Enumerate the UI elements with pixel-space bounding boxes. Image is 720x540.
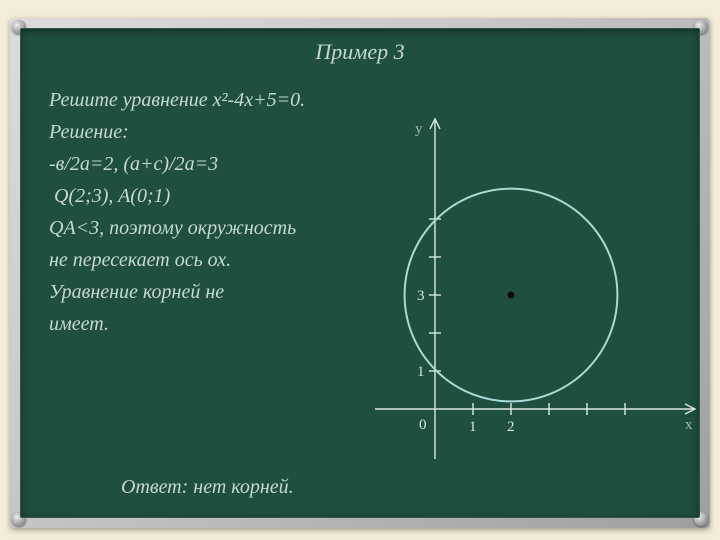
coordinate-chart: 1 2 1 3 0 у х [375,119,695,459]
problem-text: Решите уравнение х²-4х+5=0. Решение: -в/… [49,84,399,340]
text-line-7: Уравнение корней не [49,276,399,308]
slide-title: Пример 3 [21,39,699,65]
chalkboard-surface: Пример 3 Решите уравнение х²-4х+5=0. Реш… [20,28,700,518]
answer-text: Ответ: нет корней. [121,476,294,499]
chart-svg: 1 2 1 3 0 у х [375,119,695,459]
text-line-1: Решите уравнение х²-4х+5=0. [49,84,399,116]
slide-page: Пример 3 Решите уравнение х²-4х+5=0. Реш… [0,0,720,540]
text-line-6: не пересекает ось ох. [49,244,399,276]
x-axis-label: х [685,417,693,433]
chalkboard-frame: Пример 3 Решите уравнение х²-4х+5=0. Реш… [10,18,710,528]
x-tick-label: 2 [507,419,515,435]
text-line-5: QA<3, поэтому окружность [49,212,399,244]
text-line-8: имеет. [49,308,399,340]
text-line-3: -в/2а=2, (а+с)/2а=3 [49,148,399,180]
y-tick-label: 1 [417,364,425,380]
origin-label: 0 [419,417,427,433]
text-line-2: Решение: [49,116,399,148]
x-tick-label: 1 [469,419,477,435]
y-tick-label: 3 [417,288,425,304]
slide-content: Пример 3 Решите уравнение х²-4х+5=0. Реш… [21,29,699,517]
circle-center-point [508,292,515,299]
text-line-4: Q(2;3), A(0;1) [49,180,399,212]
y-axis-label: у [415,121,423,137]
